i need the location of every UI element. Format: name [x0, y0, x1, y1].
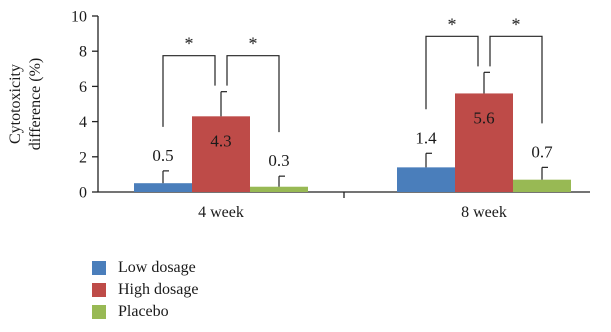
legend-item: High dosage: [92, 279, 198, 301]
legend-swatch: [92, 261, 106, 275]
significance-bracket-left: [425, 35, 479, 110]
data-label: 4.3: [210, 131, 231, 150]
significance-star: *: [512, 14, 521, 34]
y-tick-label: 0: [79, 185, 87, 202]
bar: [250, 186, 308, 192]
y-tick-label: 2: [79, 149, 87, 166]
significance-bracket-right: [226, 55, 280, 133]
y-axis-label-line2: difference (%): [27, 58, 44, 151]
legend-label: High dosage: [118, 281, 199, 298]
data-label: 0.7: [531, 142, 553, 161]
legend: Low dosage High dosage Placebo: [92, 257, 198, 323]
data-label: 0.3: [268, 151, 289, 170]
data-labels: 0.5 4.3 0.3 1.4 5.6 0.7: [152, 108, 553, 170]
y-axis-label-line1: Cytotoxicity: [7, 64, 24, 144]
legend-label: Low dosage: [118, 259, 196, 276]
bar: [397, 167, 455, 192]
significance-star: *: [185, 34, 194, 54]
y-tick-label: 4: [79, 114, 87, 131]
bars: [134, 71, 571, 192]
y-ticks: 0 2 4 6 8 10: [71, 9, 98, 202]
significance-bracket-left: [162, 55, 216, 127]
data-label: 0.5: [152, 146, 173, 165]
bar: [455, 93, 513, 192]
bar: [134, 183, 192, 192]
y-tick-label: 8: [79, 44, 87, 61]
data-label: 5.6: [473, 108, 494, 127]
bar: [192, 116, 250, 192]
significance-star: *: [448, 14, 457, 34]
data-label: 1.4: [415, 128, 437, 147]
significance-brackets: * * * *: [162, 14, 543, 133]
category-label: 8 week: [461, 204, 507, 221]
category-label: 4 week: [198, 204, 244, 221]
y-tick-label: 10: [71, 9, 87, 26]
significance-star: *: [249, 34, 258, 54]
legend-item: Placebo: [92, 301, 198, 323]
bar: [513, 179, 571, 192]
legend-swatch: [92, 305, 106, 319]
category-labels: 4 week 8 week: [198, 204, 507, 221]
significance-bracket-right: [489, 35, 543, 124]
legend-item: Low dosage: [92, 257, 198, 279]
legend-label: Placebo: [118, 303, 169, 320]
legend-swatch: [92, 283, 106, 297]
y-tick-label: 6: [79, 79, 87, 96]
